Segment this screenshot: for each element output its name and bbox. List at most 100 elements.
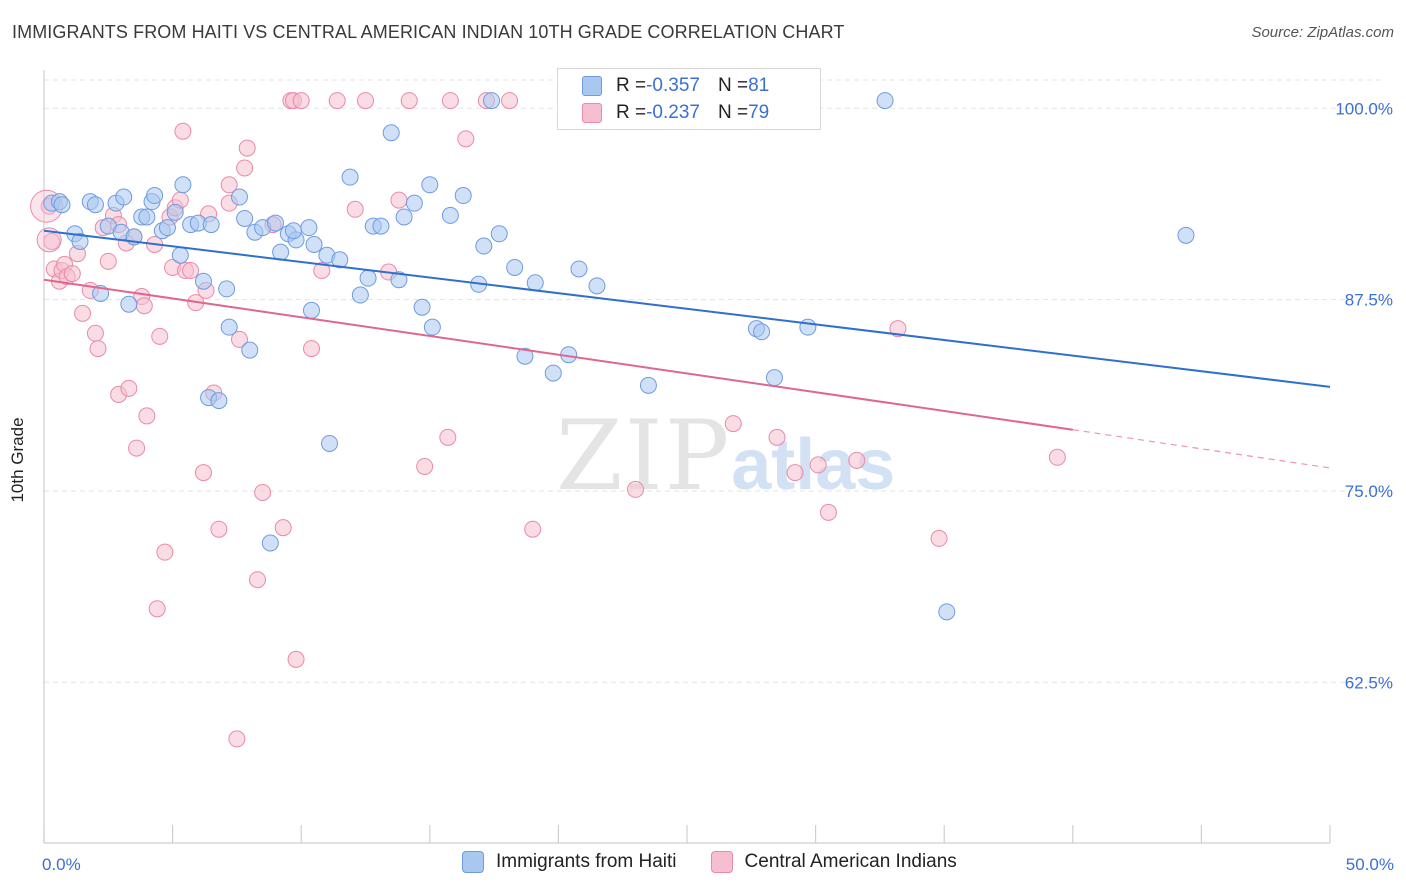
data-point-haiti — [241, 341, 259, 359]
data-point-central-american — [302, 340, 320, 358]
data-point-haiti — [272, 243, 290, 261]
stats-row-haiti: R = -0.357 N = 81 — [582, 74, 769, 98]
data-point-haiti — [490, 225, 508, 243]
data-point-central-american — [400, 92, 418, 110]
legend-item-haiti[interactable]: Immigrants from Haiti — [462, 851, 677, 873]
data-point-central-american — [287, 650, 305, 668]
data-point-central-american — [228, 730, 246, 748]
data-point-haiti — [158, 219, 176, 237]
data-point-haiti — [302, 301, 320, 319]
data-point-haiti — [421, 176, 439, 194]
data-point-haiti — [516, 347, 534, 365]
n-label: N = — [717, 75, 749, 96]
data-point-central-american — [156, 543, 174, 561]
data-point-haiti — [753, 323, 771, 341]
chart-title: IMMIGRANTS FROM HAITI VS CENTRAL AMERICA… — [12, 22, 845, 42]
data-point-haiti — [454, 187, 472, 205]
r-value: -0.237 — [646, 102, 700, 123]
data-point-central-american — [274, 519, 292, 537]
data-point-central-american — [174, 122, 192, 140]
data-point-haiti — [115, 188, 133, 206]
data-point-central-american — [724, 415, 742, 433]
data-point-haiti — [475, 237, 493, 255]
legend-label-central-american: Central American Indians — [744, 851, 957, 872]
data-point-central-american — [254, 483, 272, 501]
data-point-central-american — [120, 379, 138, 397]
data-point-central-american — [135, 297, 153, 315]
data-point-haiti — [588, 277, 606, 295]
data-point-central-american — [328, 92, 346, 110]
data-point-haiti — [194, 272, 212, 290]
data-point-central-american — [346, 200, 364, 218]
data-point-haiti — [86, 196, 104, 214]
data-point-central-american — [138, 407, 156, 425]
data-point-central-american — [889, 320, 907, 338]
data-point-haiti — [305, 235, 323, 253]
data-point-haiti — [382, 124, 400, 142]
data-point-central-american — [74, 304, 92, 322]
axes — [43, 70, 1331, 844]
data-point-central-american — [292, 92, 310, 110]
data-point-haiti — [202, 216, 220, 234]
n-value: 81 — [748, 75, 770, 96]
data-point-central-american — [36, 227, 62, 253]
data-point-central-american — [248, 571, 266, 589]
data-point-central-american — [99, 252, 117, 270]
data-point-central-american — [439, 428, 457, 446]
stats-row-central-american: R = -0.237 N = 79 — [582, 101, 769, 125]
data-point-haiti — [146, 187, 164, 205]
data-point-central-american — [357, 92, 374, 110]
data-point-haiti — [300, 219, 318, 237]
tick-labels: 62.5% 75.0% 87.5% 100.0% 0.0% 50.0% — [42, 99, 1394, 874]
series-legend: Immigrants from Haiti Central American I… — [462, 851, 991, 873]
data-point-central-american — [930, 529, 948, 547]
data-point-haiti — [938, 603, 956, 621]
data-point-central-american — [390, 191, 408, 209]
data-point-central-american — [148, 600, 166, 618]
data-point-central-american — [819, 503, 837, 521]
data-point-haiti — [261, 534, 279, 552]
data-point-central-american — [220, 176, 238, 194]
data-point-central-american — [1048, 448, 1066, 466]
data-point-central-american — [182, 262, 200, 280]
data-point-central-american — [230, 330, 248, 348]
data-point-haiti — [210, 392, 228, 410]
legend-item-central-american[interactable]: Central American Indians — [710, 851, 957, 873]
data-point-haiti — [765, 369, 783, 387]
data-point-haiti — [230, 188, 248, 206]
r-label: R = — [616, 75, 647, 96]
y-tick-label: 87.5% — [1345, 291, 1393, 310]
data-point-central-american — [441, 92, 459, 110]
data-point-central-american — [313, 262, 331, 280]
data-point-haiti — [506, 258, 524, 276]
data-point-haiti — [483, 92, 501, 110]
data-point-haiti — [331, 251, 349, 269]
data-point-central-american — [151, 327, 169, 345]
data-point-haiti — [284, 222, 302, 240]
central-american-swatch — [582, 103, 602, 123]
r-value: -0.357 — [646, 75, 700, 96]
data-point-haiti — [266, 214, 284, 232]
data-point-haiti — [53, 196, 71, 214]
trend-lines — [43, 229, 1331, 469]
data-point-haiti — [390, 271, 408, 289]
stats-legend: R = -0.357 N = 81 R = -0.237 N = 79 — [557, 68, 821, 130]
data-point-haiti — [174, 176, 192, 194]
data-point-central-american — [809, 456, 827, 474]
legend-swatch-haiti — [462, 851, 484, 873]
data-point-haiti — [220, 318, 238, 336]
data-point-central-american — [416, 457, 434, 475]
data-point-haiti — [120, 295, 138, 313]
haiti-swatch — [582, 76, 602, 96]
data-point-central-american — [768, 428, 786, 446]
data-point-haiti — [423, 318, 441, 336]
data-point-haiti — [341, 168, 359, 186]
series-immigrants-from-haiti — [43, 92, 1195, 621]
data-point-haiti — [351, 286, 369, 304]
x-tick-label-min: 0.0% — [42, 855, 81, 874]
data-point-central-american — [86, 324, 104, 342]
n-value: 79 — [748, 102, 770, 123]
data-point-haiti — [138, 208, 156, 226]
data-point-central-american — [786, 464, 804, 482]
